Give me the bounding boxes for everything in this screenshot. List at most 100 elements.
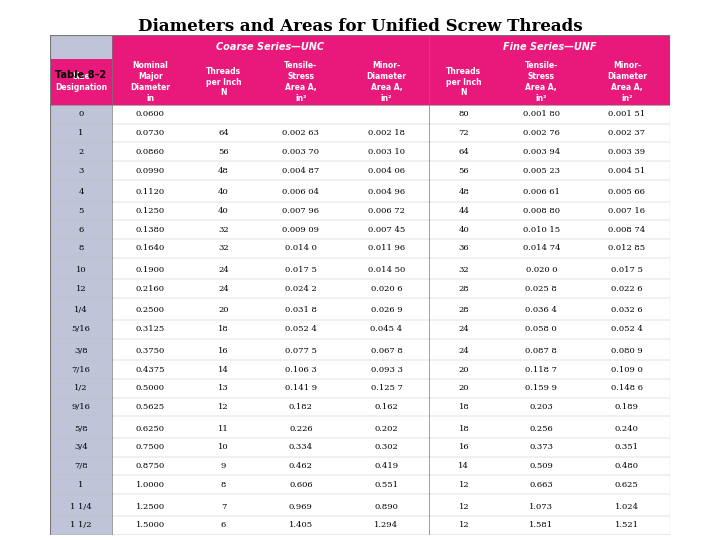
Text: 0.2500: 0.2500	[135, 307, 165, 314]
Text: 0.0600: 0.0600	[136, 110, 165, 118]
Text: 0.5000: 0.5000	[135, 384, 165, 392]
Text: 18: 18	[459, 403, 469, 411]
Text: 8: 8	[78, 244, 84, 252]
Text: 64: 64	[459, 148, 469, 156]
Text: 0.007 16: 0.007 16	[608, 207, 645, 215]
Text: 13: 13	[218, 384, 229, 392]
Text: 11: 11	[218, 424, 229, 433]
Text: 0.202: 0.202	[374, 424, 398, 433]
Text: 9: 9	[221, 462, 226, 470]
Text: 0.006 61: 0.006 61	[523, 188, 559, 196]
Text: 0.058 0: 0.058 0	[526, 325, 557, 333]
Text: 0.004 96: 0.004 96	[368, 188, 405, 196]
Text: 20: 20	[459, 366, 469, 374]
Text: 0.551: 0.551	[374, 481, 398, 489]
Text: 0.052 4: 0.052 4	[285, 325, 317, 333]
Text: 0.4375: 0.4375	[135, 366, 165, 374]
Text: 1.294: 1.294	[374, 521, 399, 529]
Text: Threads
per Inch
N: Threads per Inch N	[446, 67, 482, 97]
Text: 0.182: 0.182	[289, 403, 313, 411]
Text: Diameters and Areas for Unified Screw Threads: Diameters and Areas for Unified Screw Th…	[138, 18, 582, 35]
Text: 14: 14	[218, 366, 229, 374]
Text: 0.022 6: 0.022 6	[611, 285, 642, 293]
Text: 0.0990: 0.0990	[135, 166, 165, 174]
Text: 1: 1	[78, 129, 84, 137]
Text: 0.052 4: 0.052 4	[611, 325, 643, 333]
Text: 1 1/4: 1 1/4	[70, 503, 92, 510]
Text: 3/4: 3/4	[74, 443, 88, 451]
Text: 0.1380: 0.1380	[135, 226, 165, 234]
Text: 0.045 4: 0.045 4	[370, 325, 402, 333]
Text: 0.017 5: 0.017 5	[285, 266, 317, 274]
Text: 0.020 6: 0.020 6	[371, 285, 402, 293]
Text: 0.189: 0.189	[615, 403, 639, 411]
Text: 0.032 6: 0.032 6	[611, 307, 643, 314]
Text: 0.240: 0.240	[615, 424, 639, 433]
Bar	[112, 438, 670, 457]
Bar	[112, 516, 670, 535]
Text: 0.480: 0.480	[615, 462, 639, 470]
Text: 28: 28	[459, 307, 469, 314]
Text: 0.005 23: 0.005 23	[523, 166, 559, 174]
Bar	[112, 397, 670, 416]
Text: 0.6250: 0.6250	[135, 424, 165, 433]
Bar	[112, 420, 670, 438]
Text: 0.5625: 0.5625	[135, 403, 165, 411]
Text: 0.606: 0.606	[289, 481, 312, 489]
Text: 0.007 45: 0.007 45	[368, 226, 405, 234]
Text: 20: 20	[218, 307, 229, 314]
Text: 24: 24	[459, 325, 469, 333]
Bar	[50, 35, 112, 535]
Text: 64: 64	[218, 129, 229, 137]
Text: 0.036 4: 0.036 4	[526, 307, 557, 314]
Bar	[112, 261, 670, 279]
Text: 7: 7	[221, 503, 226, 510]
Text: 1.405: 1.405	[289, 521, 313, 529]
Text: 1.5000: 1.5000	[135, 521, 165, 529]
Text: 0.012 85: 0.012 85	[608, 244, 645, 252]
Text: 12: 12	[218, 403, 229, 411]
Bar	[112, 476, 670, 494]
Text: 12: 12	[76, 285, 86, 293]
Text: 0.025 8: 0.025 8	[526, 285, 557, 293]
Text: 0.162: 0.162	[374, 403, 398, 411]
Text: 0.080 9: 0.080 9	[611, 347, 643, 355]
Text: 0.663: 0.663	[529, 481, 553, 489]
Bar	[112, 279, 670, 298]
Text: 0.010 15: 0.010 15	[523, 226, 560, 234]
Text: Tensile-
Stress
Area A,
in²: Tensile- Stress Area A, in²	[525, 62, 558, 103]
Text: 0.003 70: 0.003 70	[282, 148, 320, 156]
Text: 0.003 39: 0.003 39	[608, 148, 645, 156]
Text: 0.7500: 0.7500	[135, 443, 165, 451]
Text: 0.0860: 0.0860	[135, 148, 165, 156]
Bar	[112, 183, 670, 201]
Text: 5/8: 5/8	[74, 424, 88, 433]
Text: Threads
per Inch
N: Threads per Inch N	[206, 67, 241, 97]
Text: 0.014 0: 0.014 0	[285, 244, 317, 252]
Text: 10: 10	[76, 266, 86, 274]
Text: 24: 24	[218, 285, 229, 293]
Text: Nominal
Major
Diameter
in: Nominal Major Diameter in	[130, 62, 170, 103]
Text: 48: 48	[459, 188, 469, 196]
Text: 0.024 2: 0.024 2	[285, 285, 317, 293]
Text: 18: 18	[459, 424, 469, 433]
Text: 0.008 80: 0.008 80	[523, 207, 559, 215]
Text: 0.1120: 0.1120	[135, 188, 165, 196]
Text: 0.106 3: 0.106 3	[285, 366, 317, 374]
Text: 40: 40	[459, 226, 469, 234]
Bar	[112, 35, 429, 59]
Text: 0.014 74: 0.014 74	[523, 244, 560, 252]
Text: 7/8: 7/8	[74, 462, 88, 470]
Text: 12: 12	[459, 481, 469, 489]
Bar	[112, 220, 670, 239]
Bar	[112, 301, 670, 320]
Text: 0.3125: 0.3125	[135, 325, 165, 333]
Text: 0.004 06: 0.004 06	[368, 166, 405, 174]
Text: 32: 32	[459, 266, 469, 274]
Text: 0.087 8: 0.087 8	[526, 347, 557, 355]
Text: 80: 80	[459, 110, 469, 118]
Text: 0: 0	[78, 110, 84, 118]
Text: 8: 8	[221, 481, 226, 489]
Text: 2: 2	[78, 148, 84, 156]
Text: 0.002 18: 0.002 18	[368, 129, 405, 137]
